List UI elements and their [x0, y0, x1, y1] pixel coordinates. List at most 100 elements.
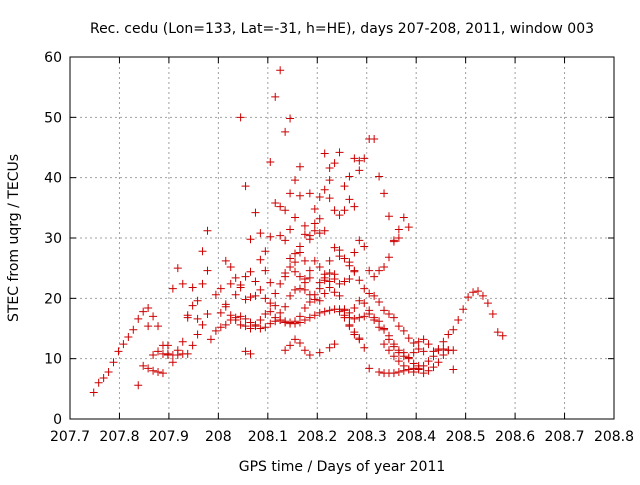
data-point [281, 127, 290, 136]
data-point [315, 262, 324, 271]
x-tick-label: 208.5 [446, 429, 486, 445]
data-point [310, 311, 319, 320]
data-point [365, 306, 374, 315]
x-tick-label: 208 [205, 429, 232, 445]
data-point [384, 310, 393, 319]
data-points [89, 66, 507, 397]
data-point [300, 316, 309, 325]
data-point [129, 325, 138, 334]
data-point [370, 291, 379, 300]
data-point [139, 361, 148, 370]
data-point [380, 189, 389, 198]
data-point [409, 338, 418, 347]
data-point [154, 322, 163, 331]
data-point [163, 349, 172, 358]
x-axis-label: GPS time / Days of year 2011 [239, 459, 446, 475]
data-point [330, 275, 339, 284]
data-point [158, 341, 167, 350]
data-point [216, 323, 225, 332]
data-point [419, 369, 428, 378]
data-point [241, 295, 250, 304]
data-point [355, 276, 364, 285]
data-point [266, 157, 275, 166]
data-point [375, 172, 384, 181]
data-point [305, 313, 314, 322]
data-point [320, 226, 329, 235]
data-point [295, 191, 304, 200]
data-point [256, 285, 265, 294]
data-point [370, 272, 379, 281]
data-point [483, 299, 492, 308]
data-point [335, 211, 344, 220]
data-point [266, 319, 275, 328]
x-tick-label: 208.1 [248, 429, 288, 445]
data-point [325, 343, 334, 352]
data-point [375, 323, 384, 332]
data-point [300, 346, 309, 355]
data-point [193, 314, 202, 323]
data-point [271, 301, 280, 310]
data-point [454, 316, 463, 325]
data-point [399, 213, 408, 222]
data-point [429, 352, 438, 361]
x-tick-label: 208.7 [544, 429, 584, 445]
data-point [449, 325, 458, 334]
data-point [188, 283, 197, 292]
x-tick-label: 208.3 [347, 429, 387, 445]
data-point [256, 324, 265, 333]
data-point [158, 369, 167, 378]
data-point [488, 310, 497, 319]
data-point [380, 262, 389, 271]
data-point [345, 195, 354, 204]
data-point [310, 226, 319, 235]
data-point [291, 317, 300, 326]
data-point [345, 172, 354, 181]
data-point [389, 340, 398, 349]
data-point [276, 308, 285, 317]
data-point [350, 267, 359, 276]
data-point [350, 303, 359, 312]
data-point [380, 325, 389, 334]
data-point [414, 337, 423, 346]
data-point [315, 229, 324, 238]
data-point [434, 346, 443, 355]
data-point [281, 268, 290, 277]
data-point [365, 266, 374, 275]
data-point [134, 314, 143, 323]
data-point [305, 189, 314, 198]
data-point [256, 316, 265, 325]
data-point [286, 319, 295, 328]
data-point [394, 322, 403, 331]
data-point [459, 305, 468, 314]
data-point [330, 243, 339, 252]
data-point [236, 113, 245, 122]
data-point [149, 366, 158, 375]
data-point [365, 364, 374, 373]
data-point [178, 279, 187, 288]
data-point [315, 296, 324, 305]
data-point [236, 283, 245, 292]
data-point [394, 234, 403, 242]
data-point [295, 284, 304, 293]
data-point [439, 337, 448, 346]
data-point [281, 206, 290, 215]
data-point [144, 322, 153, 331]
data-point [271, 289, 280, 298]
data-point [211, 326, 220, 335]
data-point [198, 279, 207, 288]
data-point [419, 347, 428, 356]
data-point [493, 328, 502, 337]
data-point [310, 219, 319, 228]
data-point [291, 213, 300, 222]
data-point [281, 318, 290, 327]
data-point [409, 364, 418, 373]
x-tick-label: 208.8 [594, 429, 634, 445]
data-point [295, 272, 304, 281]
data-point [286, 262, 295, 271]
data-point [231, 290, 240, 299]
data-point [295, 312, 304, 321]
data-point [188, 301, 197, 310]
data-point [300, 256, 309, 265]
